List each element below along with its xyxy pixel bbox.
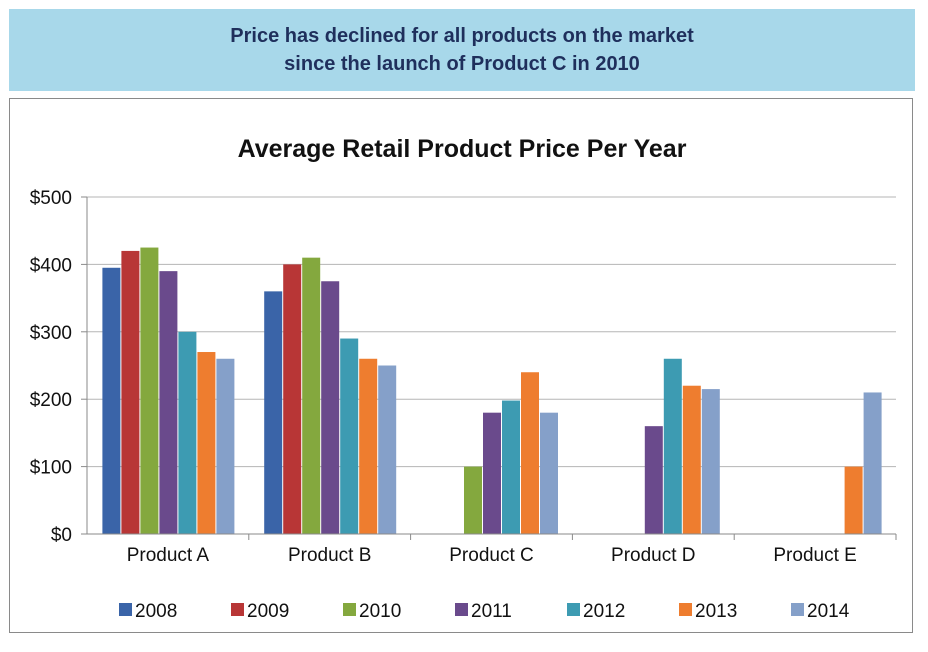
legend-swatch xyxy=(455,603,468,616)
legend-label: 2014 xyxy=(807,601,850,622)
x-tick-label: Product D xyxy=(611,545,695,566)
bar xyxy=(159,271,178,534)
chart-title: Average Retail Product Price Per Year xyxy=(238,135,687,163)
bar xyxy=(216,358,235,534)
bar xyxy=(464,466,482,534)
y-tick-label: $200 xyxy=(30,390,72,411)
y-tick-label: $500 xyxy=(30,188,72,209)
x-tick-label: Product A xyxy=(127,545,210,566)
legend-swatch xyxy=(567,603,580,616)
legend-swatch xyxy=(791,603,804,616)
bar xyxy=(321,281,340,534)
legend-swatch xyxy=(679,603,692,616)
bar xyxy=(283,264,302,534)
y-tick-label: $100 xyxy=(30,458,72,479)
bar xyxy=(121,250,140,535)
x-tick-label: Product E xyxy=(773,545,856,566)
bar xyxy=(264,291,283,534)
bar xyxy=(178,331,197,534)
bar xyxy=(197,352,216,534)
y-tick-label: $0 xyxy=(51,525,72,546)
bar xyxy=(340,338,359,534)
legend-swatch xyxy=(343,603,356,616)
bar xyxy=(540,412,558,534)
legend-swatch xyxy=(119,603,132,616)
headline-line-2: since the launch of Product C in 2010 xyxy=(284,53,640,75)
bar xyxy=(359,358,378,534)
bar xyxy=(378,365,397,534)
bar xyxy=(682,385,701,534)
bar xyxy=(701,389,720,534)
bar xyxy=(502,400,520,534)
legend-label: 2011 xyxy=(471,601,512,622)
x-tick-label: Product B xyxy=(288,545,371,566)
headline-line-1: Price has declined for all products on t… xyxy=(230,25,694,47)
legend-label: 2013 xyxy=(695,601,737,622)
chart-frame xyxy=(9,98,913,633)
legend-label: 2012 xyxy=(583,601,625,622)
bar xyxy=(102,267,121,534)
legend-label: 2010 xyxy=(359,601,401,622)
y-tick-label: $400 xyxy=(30,255,72,276)
bar xyxy=(140,247,159,535)
x-tick-label: Product C xyxy=(449,545,533,566)
legend-label: 2009 xyxy=(247,601,289,622)
legend-swatch xyxy=(231,603,244,616)
bar xyxy=(302,257,321,534)
legend-label: 2008 xyxy=(135,601,177,622)
bar xyxy=(863,392,882,534)
headline-banner: Price has declined for all products on t… xyxy=(9,9,915,91)
bar xyxy=(844,466,863,534)
bar xyxy=(483,412,501,534)
bar xyxy=(644,426,663,534)
bar xyxy=(521,372,539,534)
bar xyxy=(663,358,682,534)
y-tick-label: $300 xyxy=(30,323,72,344)
